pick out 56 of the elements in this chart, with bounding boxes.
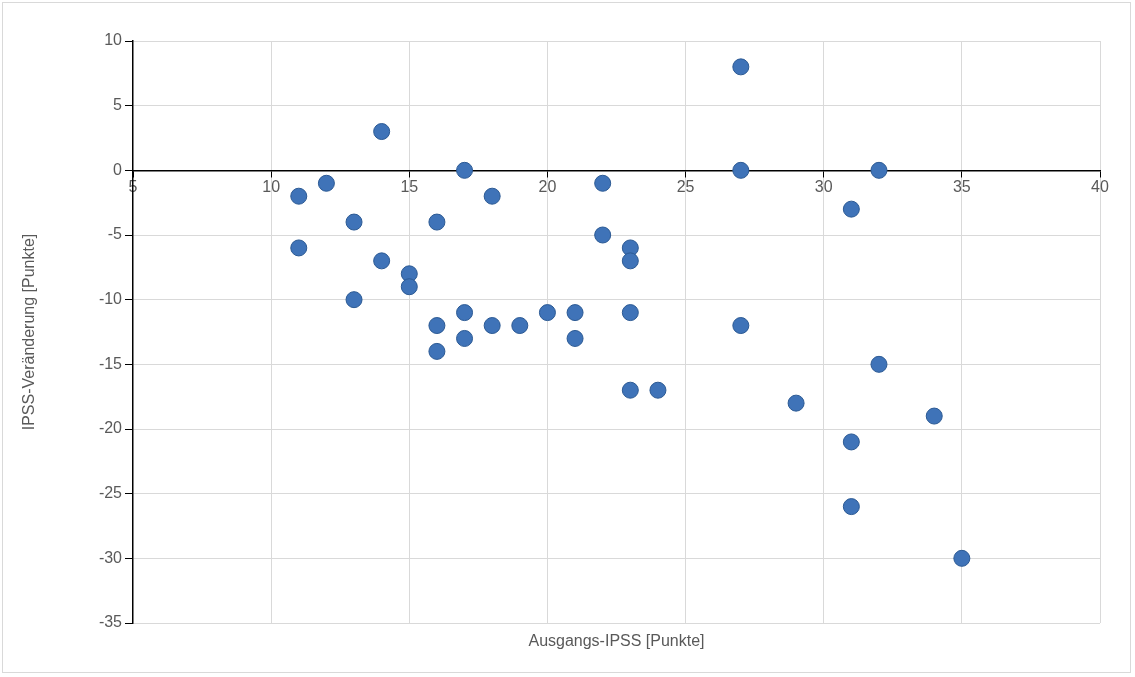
point <box>842 200 860 218</box>
point <box>538 304 556 322</box>
point <box>621 381 639 399</box>
point <box>511 317 529 335</box>
x-tick-label: 25 <box>676 178 695 196</box>
point <box>842 433 860 451</box>
point <box>621 252 639 270</box>
point <box>483 187 501 205</box>
point <box>732 317 750 335</box>
point <box>787 394 805 412</box>
point <box>870 355 888 373</box>
x-tick-label: 10 <box>262 178 281 196</box>
y-tick-label: 0 <box>113 160 123 178</box>
point <box>456 161 474 179</box>
point <box>456 329 474 347</box>
point <box>732 58 750 76</box>
y-axis-title: IPSS-Veränderung [Punkte] <box>20 233 38 431</box>
x-axis-title: Ausgangs-IPSS [Punkte] <box>528 632 705 650</box>
point <box>290 187 308 205</box>
point <box>400 278 418 296</box>
x-tick-label: 35 <box>952 178 971 196</box>
point <box>566 304 584 322</box>
point <box>345 291 363 309</box>
y-tick-label: -35 <box>98 613 123 631</box>
point <box>428 342 446 360</box>
point <box>621 304 639 322</box>
point <box>649 381 667 399</box>
y-tick-label: -15 <box>98 354 123 372</box>
point <box>953 549 971 567</box>
point <box>428 317 446 335</box>
x-tick-label: 15 <box>400 178 419 196</box>
x-tick-label: 30 <box>814 178 833 196</box>
point <box>345 213 363 231</box>
point <box>594 226 612 244</box>
y-tick-label: 5 <box>113 96 123 114</box>
y-tick-label: -25 <box>98 484 123 502</box>
y-tick-label: -5 <box>107 225 123 243</box>
point <box>594 174 612 192</box>
y-tick-label: 10 <box>104 31 123 49</box>
point <box>428 213 446 231</box>
point <box>317 174 335 192</box>
point <box>290 239 308 257</box>
y-tick-label: -10 <box>98 290 123 308</box>
point <box>373 123 391 141</box>
point <box>566 329 584 347</box>
point <box>483 317 501 335</box>
point <box>373 252 391 270</box>
point <box>870 161 888 179</box>
point <box>456 304 474 322</box>
point <box>732 161 750 179</box>
point <box>925 407 943 425</box>
x-tick-label: 40 <box>1091 178 1109 196</box>
x-tick-label: 20 <box>538 178 557 196</box>
y-tick-label: -30 <box>98 548 123 566</box>
y-tick-label: -20 <box>98 419 123 437</box>
point <box>842 498 860 516</box>
